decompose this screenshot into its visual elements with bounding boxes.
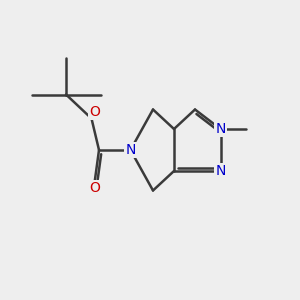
Text: N: N <box>215 122 226 136</box>
Text: O: O <box>89 105 100 119</box>
Text: N: N <box>215 164 226 178</box>
Text: N: N <box>125 143 136 157</box>
Text: O: O <box>89 182 100 195</box>
